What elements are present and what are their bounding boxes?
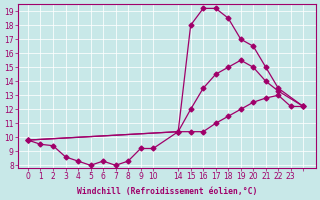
X-axis label: Windchill (Refroidissement éolien,°C): Windchill (Refroidissement éolien,°C) <box>77 187 257 196</box>
